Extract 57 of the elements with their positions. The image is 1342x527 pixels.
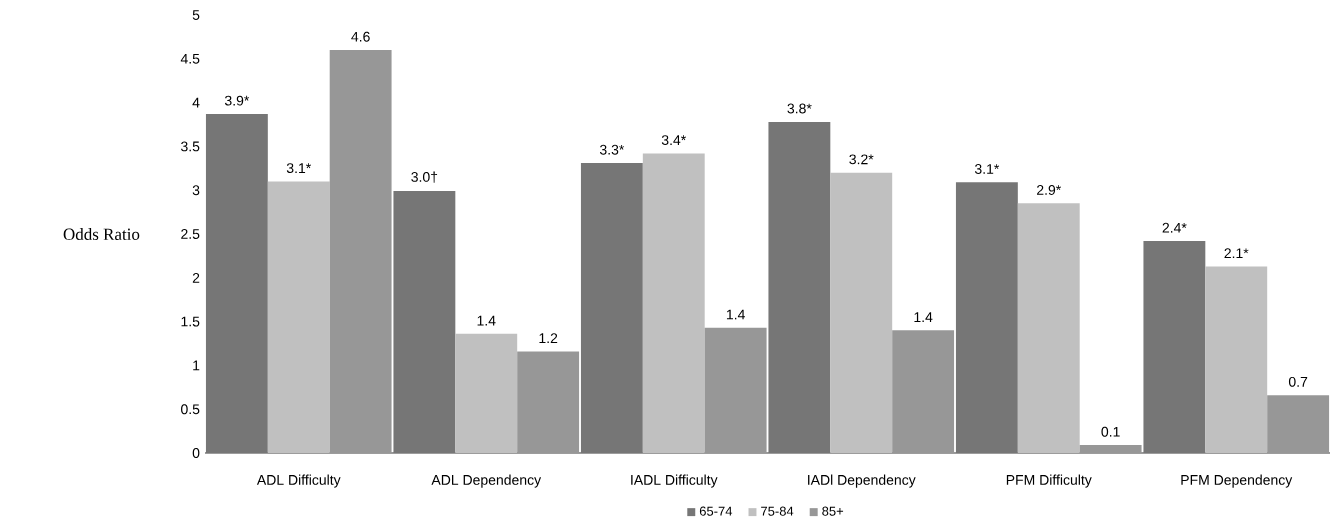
- y-tick-label: 1: [193, 360, 200, 371]
- data-label: 3.2*: [849, 154, 874, 165]
- data-label: 1.2: [539, 333, 558, 343]
- legend-label: 65-74: [699, 506, 733, 516]
- data-label: 3.1*: [974, 164, 1000, 174]
- data-label: 3.9*: [224, 95, 250, 106]
- bar: [1267, 395, 1330, 453]
- y-tick-label: 3: [192, 185, 200, 196]
- data-label: 1.4: [477, 315, 496, 326]
- data-label: 1.4: [726, 309, 745, 320]
- data-label: 3.3*: [599, 144, 625, 155]
- bar: [1205, 266, 1268, 453]
- data-label: 4.6: [351, 31, 370, 42]
- data-label: 2.9*: [1036, 185, 1061, 195]
- data-label: 2.4*: [1162, 222, 1187, 233]
- y-tick-label: 0: [192, 448, 200, 458]
- y-tick-label: 3.5: [181, 141, 200, 152]
- y-axis-title: Odds Ratio: [63, 228, 140, 240]
- y-tick-label: 1.5: [181, 316, 200, 327]
- x-tick-label: PFM Dependency: [1181, 474, 1293, 488]
- x-tick-label: IADl Dependency: [808, 474, 916, 488]
- data-label: 0.1: [1101, 426, 1120, 437]
- x-tick-label: ADL Difficulty: [256, 474, 341, 488]
- y-tick-label: 0.5: [181, 404, 200, 415]
- bar: [892, 330, 955, 453]
- data-label: 3.1*: [286, 163, 312, 174]
- y-tick-label: 4.5: [180, 53, 200, 64]
- bar: [1079, 445, 1142, 453]
- x-tick-label: IADL Difficulty: [631, 474, 718, 488]
- data-label: 0.7: [1288, 376, 1308, 387]
- bar: [455, 333, 518, 453]
- bar: [205, 114, 268, 453]
- y-tick-label: 2: [192, 272, 200, 283]
- bar: [1143, 241, 1206, 453]
- bar: [642, 153, 705, 453]
- bar: [580, 163, 643, 453]
- x-tick-label: ADL Dependency: [431, 474, 542, 488]
- data-label: 2.1*: [1224, 248, 1249, 259]
- data-label: 3.8*: [787, 103, 812, 114]
- legend-label: 75-84: [761, 506, 794, 516]
- x-tick-label: PFM Difficulty: [1006, 474, 1092, 488]
- bar: [704, 327, 767, 453]
- y-tick-label: 2.5: [181, 229, 200, 239]
- data-label: 3.0†: [411, 171, 438, 183]
- bar: [267, 181, 330, 453]
- bar: [830, 172, 893, 453]
- y-tick-label: 5: [192, 10, 200, 20]
- bar: [329, 50, 392, 453]
- bar: [768, 121, 831, 453]
- data-label: 3.4*: [661, 135, 686, 146]
- data-label: 1.4: [914, 312, 933, 322]
- bar: [393, 191, 456, 453]
- bar: [517, 351, 580, 453]
- legend-label: 85+: [822, 506, 844, 516]
- bar: [1017, 203, 1080, 453]
- bar: [955, 182, 1018, 453]
- y-tick-label: 4: [192, 97, 200, 108]
